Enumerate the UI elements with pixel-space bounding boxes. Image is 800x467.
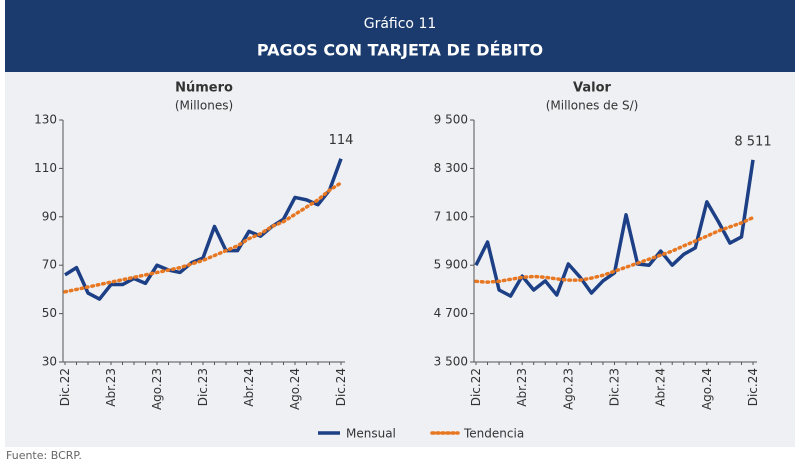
value-label: 114 [329, 133, 354, 148]
header-title: PAGOS CON TARJETA DE DÉBITO [257, 41, 543, 60]
x-tick-label: Abr.24 [242, 368, 256, 407]
header-label: Gráfico 11 [364, 16, 437, 32]
y-tick-label: 50 [42, 306, 57, 320]
y-tick-label: 5 900 [434, 258, 468, 272]
x-tick-label: Abr.23 [515, 368, 529, 407]
x-tick-label: Dic.24 [334, 368, 348, 406]
x-tick-label: Dic.23 [196, 368, 210, 406]
y-tick-label: 8 300 [434, 161, 468, 175]
series-line [64, 158, 343, 301]
x-tick-label: Ago.23 [150, 368, 164, 410]
chart-subtitle: (Millones) [175, 99, 233, 113]
series-line [63, 181, 343, 294]
x-tick-label: Ago.24 [700, 368, 714, 410]
series-line [474, 215, 755, 284]
y-tick-label: 4 700 [434, 306, 468, 320]
chart-title: Número [175, 81, 233, 96]
x-tick-label: Dic.23 [608, 368, 622, 406]
chart-subtitle: (Millones de S/) [546, 99, 639, 113]
y-tick-label: 70 [42, 258, 57, 272]
value-label: 8 511 [734, 134, 771, 149]
y-tick-label: 90 [42, 209, 57, 223]
x-tick-label: Abr.24 [654, 368, 668, 407]
y-tick-label: 130 [34, 113, 57, 127]
legend-label: Tendencia [463, 427, 524, 441]
legend-label: Mensual [346, 427, 396, 441]
x-tick-label: Dic.24 [746, 368, 760, 406]
x-tick-label: Dic.22 [469, 368, 483, 406]
chart-title: Valor [573, 81, 612, 96]
source: Fuente: BCRP. [6, 449, 82, 462]
legend: Mensual Tendencia [318, 427, 524, 441]
y-tick-label: 7 100 [434, 209, 468, 223]
header-band [5, 0, 795, 72]
y-tick-label: 30 [42, 355, 57, 369]
y-tick-label: 9 500 [434, 113, 468, 127]
x-tick-label: Ago.24 [288, 368, 302, 410]
panel [5, 72, 795, 447]
x-tick-label: Abr.23 [104, 368, 118, 407]
x-tick-label: Ago.23 [561, 368, 575, 410]
x-tick-label: Dic.22 [58, 368, 72, 406]
y-tick-label: 110 [34, 161, 57, 175]
y-tick-label: 3 500 [434, 355, 468, 369]
